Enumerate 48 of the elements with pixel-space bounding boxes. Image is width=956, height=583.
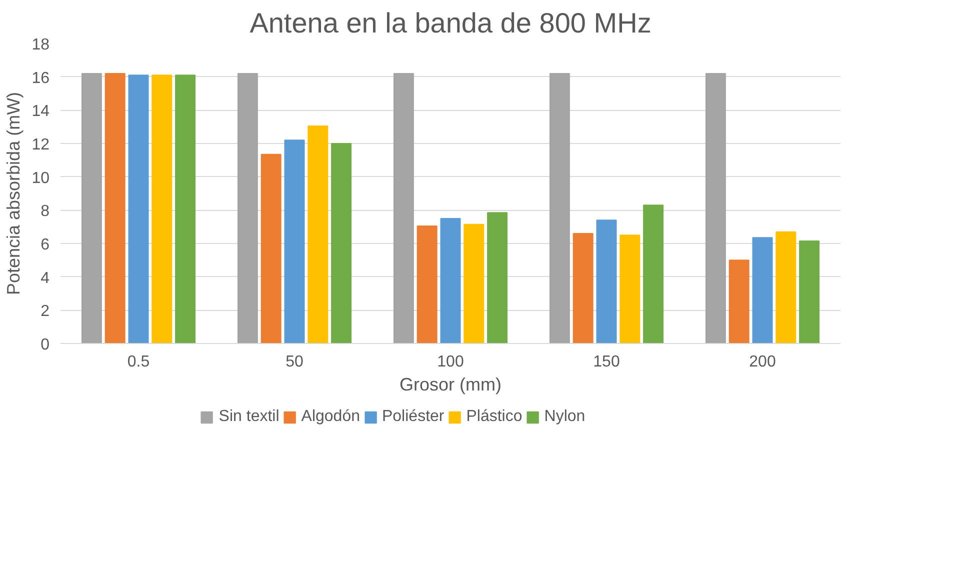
legend-label: Poliéster xyxy=(382,408,444,426)
bar xyxy=(776,231,796,344)
y-tick-label: 12 xyxy=(32,136,50,154)
bar xyxy=(643,204,664,344)
bar xyxy=(440,218,461,344)
y-tick-label: 18 xyxy=(32,36,50,54)
legend-label: Algodón xyxy=(301,408,360,426)
bar xyxy=(549,73,570,344)
bar xyxy=(596,220,617,344)
bar xyxy=(175,74,196,344)
x-tick-label: 50 xyxy=(286,354,304,370)
x-tick-label: 200 xyxy=(749,354,776,370)
x-tick-label: 150 xyxy=(593,354,620,370)
bar xyxy=(799,240,820,344)
legend-label: Plástico xyxy=(466,408,522,426)
legend-label: Sin textil xyxy=(218,408,280,426)
bar xyxy=(81,73,102,344)
bar xyxy=(620,234,640,344)
x-tick-label: 100 xyxy=(437,354,464,370)
bar xyxy=(237,73,258,344)
x-axis-title: Grosor (mm) xyxy=(400,374,502,394)
bar xyxy=(128,74,149,344)
bar xyxy=(728,260,750,344)
bar xyxy=(331,143,352,344)
bar xyxy=(705,73,726,344)
y-axis-title: Potencia absorbida (mW) xyxy=(4,92,24,296)
y-tick-label: 14 xyxy=(32,103,50,120)
y-tick-label: 2 xyxy=(40,303,50,320)
legend-label: Nylon xyxy=(544,408,586,426)
bar xyxy=(752,237,773,344)
bar xyxy=(284,140,305,344)
bar xyxy=(464,224,484,344)
bar xyxy=(260,154,282,344)
bar xyxy=(572,233,594,344)
y-tick-label: 8 xyxy=(40,203,50,220)
bar xyxy=(416,226,438,344)
bar xyxy=(308,126,328,344)
bar xyxy=(487,212,508,344)
bar xyxy=(393,73,414,344)
y-tick-label: 10 xyxy=(32,170,50,187)
y-tick-label: 0 xyxy=(40,336,50,354)
x-tick-label: 0.5 xyxy=(127,354,150,370)
y-tick-label: 4 xyxy=(40,270,50,287)
chart-title: Antena en la banda de 800 MHz xyxy=(250,8,652,38)
bar xyxy=(152,74,172,344)
y-tick-label: 16 xyxy=(32,70,50,87)
y-tick-label: 6 xyxy=(40,236,50,254)
bar xyxy=(104,73,126,344)
